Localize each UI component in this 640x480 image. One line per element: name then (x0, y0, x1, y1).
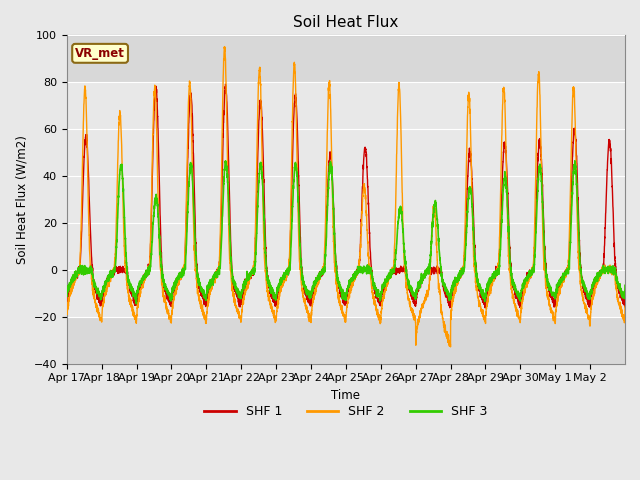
Y-axis label: Soil Heat Flux (W/m2): Soil Heat Flux (W/m2) (15, 135, 28, 264)
Title: Soil Heat Flux: Soil Heat Flux (293, 15, 399, 30)
Text: VR_met: VR_met (75, 47, 125, 60)
Legend: SHF 1, SHF 2, SHF 3: SHF 1, SHF 2, SHF 3 (200, 400, 492, 423)
X-axis label: Time: Time (332, 389, 360, 402)
Bar (67, 82, 625, 317)
